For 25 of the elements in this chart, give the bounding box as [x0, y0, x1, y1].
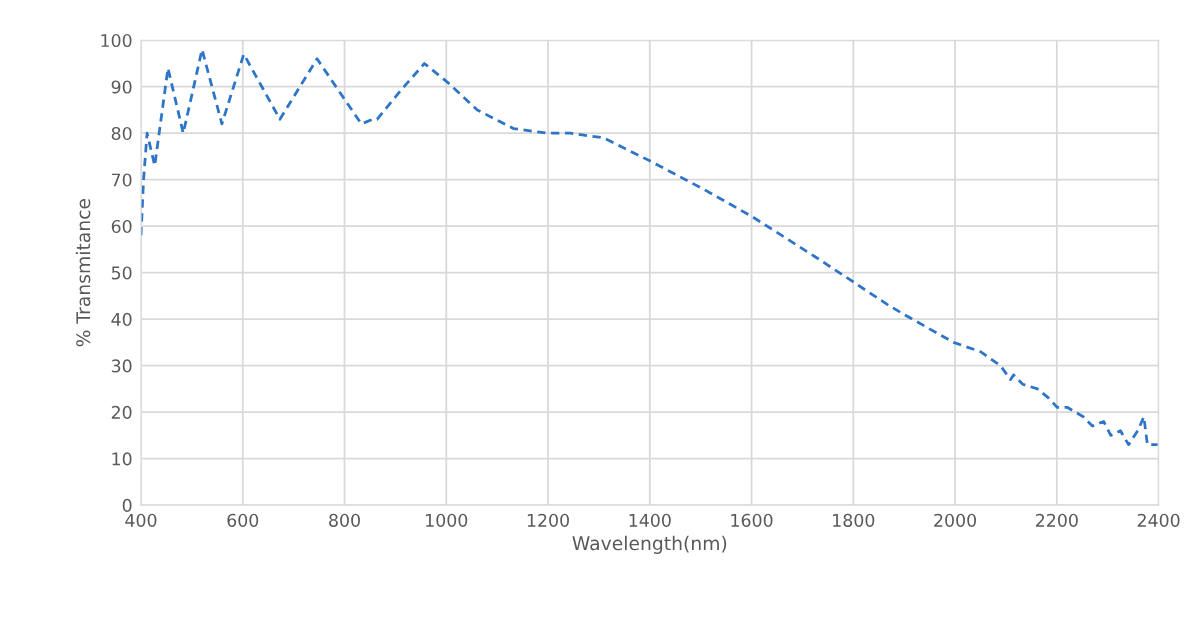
y-tick-label: 0: [122, 498, 132, 512]
y-tick-label: 20: [111, 405, 132, 419]
x-tick-label: 1800: [833, 513, 875, 527]
y-tick-label: 10: [112, 452, 132, 466]
y-tick-label: 80: [111, 126, 132, 141]
y-axis-title: % Transmitance: [75, 198, 91, 347]
y-tick-label: 40: [111, 312, 132, 326]
y-tick-label: 90: [111, 80, 132, 94]
x-tick-label: 400: [125, 513, 157, 527]
y-tick-label: 50: [111, 266, 132, 280]
x-axis-title: Wavelength(nm): [572, 535, 727, 554]
x-tick-label: 800: [329, 513, 360, 527]
x-tick-label: 600: [227, 513, 259, 527]
x-tick-label: 2400: [1137, 513, 1180, 527]
y-tick-label: 100: [101, 33, 132, 48]
line-series: [141, 48, 1159, 447]
x-tick-label: 1200: [527, 513, 569, 527]
x-tick-label: 2000: [934, 513, 977, 527]
x-tick-label: 1000: [426, 513, 468, 527]
y-tick-label: 70: [112, 173, 132, 187]
x-tick-label: 1400: [629, 513, 671, 527]
x-tick-label: 1600: [731, 513, 773, 527]
x-tick-label: 2200: [1036, 513, 1078, 527]
y-tick-label: 30: [111, 359, 132, 373]
y-tick-label: 60: [111, 219, 132, 234]
